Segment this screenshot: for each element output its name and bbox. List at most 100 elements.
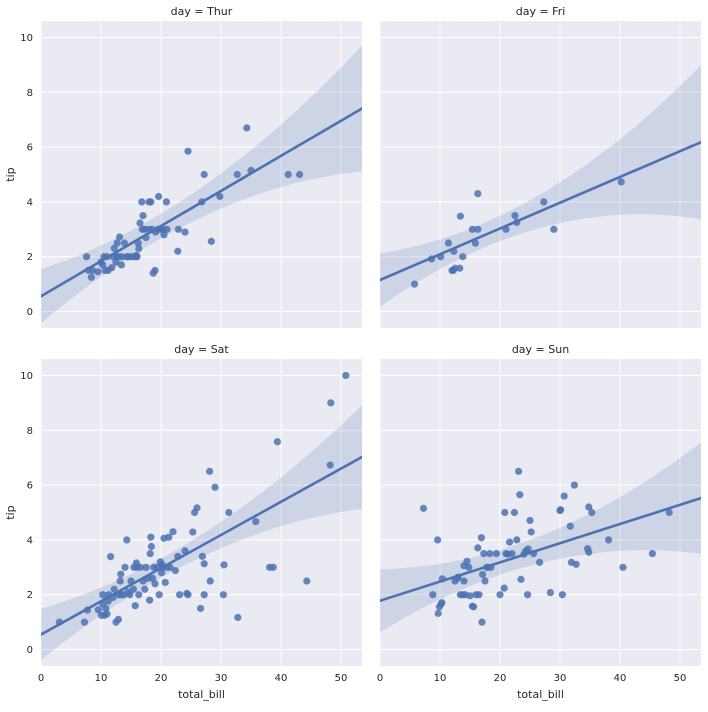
data-point: [151, 266, 159, 275]
data-point: [163, 225, 171, 233]
x-tick-label: 20: [494, 673, 507, 684]
data-point: [94, 606, 102, 614]
data-point: [136, 219, 144, 227]
x-axis-label: total_bill: [517, 688, 564, 701]
data-point: [174, 247, 182, 255]
regression-line: [380, 140, 701, 282]
data-point: [500, 584, 508, 592]
y-tick-label: 6: [27, 481, 33, 492]
plot-area: [41, 371, 362, 661]
data-point: [220, 561, 228, 569]
data-point: [648, 550, 657, 558]
data-point: [146, 596, 154, 604]
panel-4: day = Sun 0 10 20 30 40 50 total_bill: [377, 343, 701, 701]
data-point: [444, 239, 452, 247]
data-point: [102, 604, 110, 613]
data-point: [508, 550, 516, 558]
data-point: [585, 503, 593, 511]
data-point: [146, 550, 154, 558]
data-point: [135, 591, 143, 599]
data-point: [326, 461, 334, 469]
data-point: [486, 550, 494, 558]
data-point: [665, 508, 673, 517]
data-point: [120, 239, 128, 247]
y-tick-label: 2: [27, 252, 33, 263]
data-point: [116, 577, 124, 585]
data-point: [99, 261, 107, 269]
data-point: [162, 198, 170, 206]
data-point: [273, 438, 281, 446]
data-point: [94, 268, 102, 276]
data-point: [233, 170, 241, 179]
data-point: [460, 577, 468, 585]
data-point: [517, 575, 525, 583]
data-point: [560, 492, 568, 500]
data-point: [524, 591, 532, 599]
data-point: [477, 534, 485, 542]
data-point: [516, 491, 524, 499]
data-point: [123, 536, 131, 544]
x-tick-label: 0: [377, 673, 383, 684]
data-point: [108, 264, 116, 272]
data-point: [200, 170, 208, 179]
panel-title: day = Sat: [174, 343, 229, 356]
data-point: [158, 569, 166, 577]
data-point: [207, 237, 215, 245]
data-point: [480, 550, 488, 558]
data-point: [303, 577, 311, 585]
data-point: [200, 591, 208, 599]
data-point: [147, 542, 155, 551]
data-point: [438, 599, 446, 607]
data-point: [496, 591, 504, 599]
data-point: [515, 467, 523, 475]
panel-2: day = Fri: [379, 5, 701, 328]
data-point: [80, 618, 89, 626]
data-point: [540, 198, 548, 206]
x-tick-label: 50: [674, 673, 687, 684]
data-point: [585, 548, 593, 556]
data-point: [605, 536, 613, 544]
data-point: [252, 517, 260, 526]
data-point: [269, 563, 277, 571]
data-point: [113, 239, 121, 247]
data-point: [478, 618, 486, 626]
data-point: [243, 124, 251, 132]
y-tick-label: 0: [27, 307, 33, 318]
data-point: [225, 508, 233, 517]
y-axis-label: tip: [4, 167, 17, 181]
data-point: [206, 577, 214, 585]
data-point: [481, 577, 489, 585]
data-point: [468, 225, 476, 233]
data-point: [117, 570, 125, 578]
data-point: [234, 613, 242, 622]
data-point: [526, 516, 534, 525]
data-point: [165, 533, 173, 541]
data-point: [142, 563, 150, 571]
data-point: [211, 483, 219, 491]
y-tick-label: 8: [27, 88, 33, 99]
data-point: [197, 604, 205, 613]
data-point: [135, 244, 143, 253]
data-point: [181, 228, 189, 236]
y-tick-label: 0: [27, 645, 33, 656]
data-point: [470, 603, 478, 611]
data-point: [200, 560, 208, 568]
data-point: [139, 212, 147, 220]
data-point: [410, 280, 419, 288]
data-point: [198, 552, 206, 560]
confidence-band: [380, 442, 701, 633]
data-point: [536, 558, 544, 566]
panel-title: day = Fri: [516, 5, 566, 18]
data-point: [126, 591, 134, 599]
data-point: [216, 192, 224, 201]
data-point: [479, 570, 487, 579]
panel-1: day = Thur 0 2 4 6 8 10 tip: [4, 5, 362, 328]
data-point: [141, 585, 149, 593]
panel-background: [380, 21, 701, 328]
y-tick-label: 10: [20, 371, 33, 382]
x-tick-label: 10: [95, 673, 108, 684]
panel-3: day = Sat 0 2 4 6 8 10 0 10 20 30 40 50 tip total_bill: [4, 343, 362, 701]
data-point: [184, 147, 192, 155]
data-point: [475, 591, 483, 599]
